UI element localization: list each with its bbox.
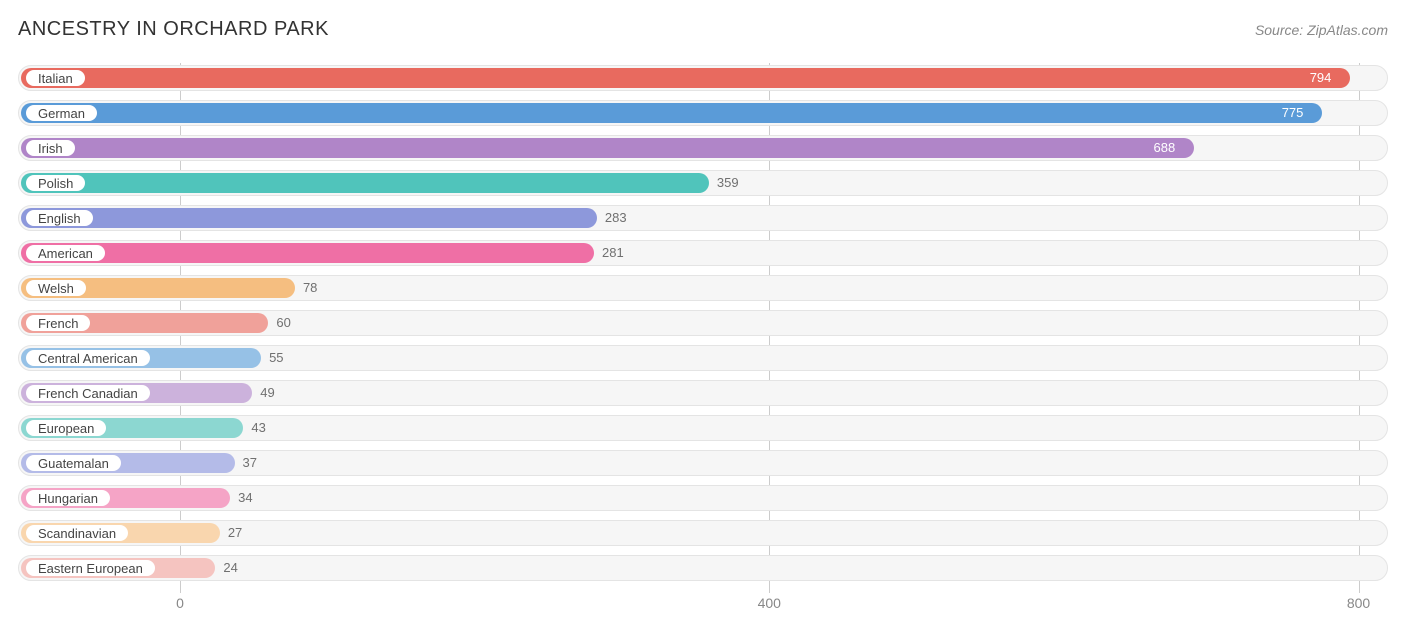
- x-axis: 0 400 800: [18, 593, 1388, 617]
- bar-fill: [21, 68, 1350, 88]
- chart-title: ANCESTRY IN ORCHARD PARK: [18, 18, 329, 41]
- bar-label: English: [26, 210, 93, 226]
- bar-row: Eastern European 24: [18, 553, 1388, 583]
- bar-row: French Canadian 49: [18, 378, 1388, 408]
- bar-label: Scandinavian: [26, 525, 128, 541]
- bar-label: Hungarian: [26, 490, 110, 506]
- bar-value: 281: [602, 245, 624, 260]
- chart-area: Italian 794 German 775 Irish 688 Polish 359 Engl…: [18, 63, 1388, 623]
- chart-source: Source: ZipAtlas.com: [1255, 22, 1388, 38]
- bar-fill: [21, 208, 597, 228]
- bar-row: Welsh 78: [18, 273, 1388, 303]
- bar-value: 34: [238, 490, 252, 505]
- bar-fill: [21, 173, 709, 193]
- bar-row: Guatemalan 37: [18, 448, 1388, 478]
- bar-label: Polish: [26, 175, 85, 191]
- bar-label: French: [26, 315, 90, 331]
- bar-row: Italian 794: [18, 63, 1388, 93]
- bar-value: 24: [223, 560, 237, 575]
- x-tick-label: 400: [758, 595, 781, 611]
- bar-row: German 775: [18, 98, 1388, 128]
- bar-row: Hungarian 34: [18, 483, 1388, 513]
- bar-label: German: [26, 105, 97, 121]
- chart-header: ANCESTRY IN ORCHARD PARK Source: ZipAtla…: [18, 18, 1388, 41]
- x-tick-label: 800: [1347, 595, 1370, 611]
- bar-value: 55: [269, 350, 283, 365]
- bar-row: English 283: [18, 203, 1388, 233]
- bar-label: Irish: [26, 140, 75, 156]
- bar-fill: [21, 138, 1194, 158]
- bar-label: Guatemalan: [26, 455, 121, 471]
- bar-value: 359: [717, 175, 739, 190]
- bar-value: 60: [276, 315, 290, 330]
- bar-value: 283: [605, 210, 627, 225]
- bars-container: Italian 794 German 775 Irish 688 Polish 359 Engl…: [18, 63, 1388, 583]
- bar-fill: [21, 243, 594, 263]
- bar-value: 688: [1154, 140, 1176, 155]
- bar-label: French Canadian: [26, 385, 150, 401]
- bar-row: Polish 359: [18, 168, 1388, 198]
- bar-row: Central American 55: [18, 343, 1388, 373]
- bar-row: French 60: [18, 308, 1388, 338]
- bar-value: 794: [1310, 70, 1332, 85]
- bar-row: Scandinavian 27: [18, 518, 1388, 548]
- bar-value: 78: [303, 280, 317, 295]
- bar-label: Italian: [26, 70, 85, 86]
- bar-label: European: [26, 420, 106, 436]
- bar-label: Welsh: [26, 280, 86, 296]
- bar-label: Central American: [26, 350, 150, 366]
- bar-value: 37: [243, 455, 257, 470]
- bar-row: European 43: [18, 413, 1388, 443]
- bar-label: American: [26, 245, 105, 261]
- bar-row: American 281: [18, 238, 1388, 268]
- bar-value: 775: [1282, 105, 1304, 120]
- bar-row: Irish 688: [18, 133, 1388, 163]
- bar-value: 43: [251, 420, 265, 435]
- bar-label: Eastern European: [26, 560, 155, 576]
- x-tick-label: 0: [176, 595, 184, 611]
- bar-value: 49: [260, 385, 274, 400]
- bar-fill: [21, 103, 1322, 123]
- bar-value: 27: [228, 525, 242, 540]
- bar-track: [18, 520, 1388, 546]
